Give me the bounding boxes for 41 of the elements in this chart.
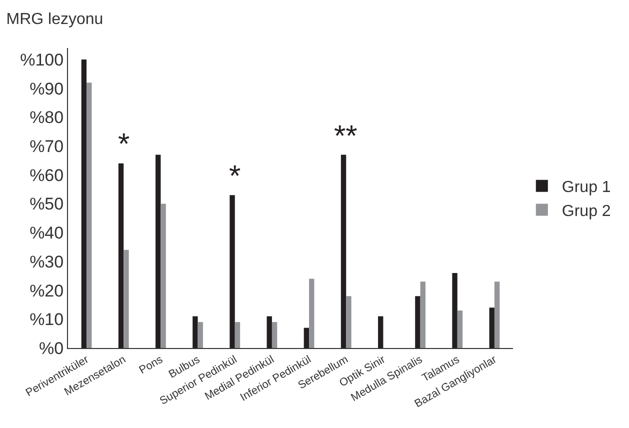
bar xyxy=(160,204,166,348)
bar xyxy=(81,60,87,348)
bar xyxy=(230,195,235,348)
chart-title: MRG lezyonu xyxy=(6,11,104,28)
bar xyxy=(415,296,420,348)
y-tick-label: %50 xyxy=(30,194,64,214)
bar xyxy=(266,316,272,348)
bar xyxy=(489,308,494,348)
y-tick-label: %60 xyxy=(30,166,64,185)
x-tick-label: Pons xyxy=(137,353,166,377)
bar xyxy=(118,163,124,348)
y-tick-label: %20 xyxy=(30,281,64,300)
bar xyxy=(124,250,129,348)
legend-label: Grup 2 xyxy=(562,202,611,220)
y-tick-label: %0 xyxy=(39,338,64,358)
annotation: * xyxy=(118,128,130,161)
y-tick-label: %80 xyxy=(30,108,64,128)
bar xyxy=(452,273,458,348)
y-tick-label: %40 xyxy=(30,224,64,243)
bar xyxy=(378,316,384,348)
annotation: * xyxy=(229,160,241,193)
bar xyxy=(494,282,500,348)
bar xyxy=(346,296,352,348)
bar xyxy=(420,282,426,348)
y-tick-label: %70 xyxy=(30,137,64,156)
y-tick-label: %10 xyxy=(30,310,64,330)
bar xyxy=(234,322,240,348)
bar xyxy=(304,328,310,348)
annotation: ** xyxy=(334,120,358,153)
bar xyxy=(340,154,346,348)
bar xyxy=(192,316,198,348)
bar xyxy=(309,278,314,348)
bar xyxy=(457,310,463,348)
bar xyxy=(198,322,203,348)
y-tick-label: %90 xyxy=(30,79,64,98)
bar xyxy=(272,322,278,348)
y-tick-label: %30 xyxy=(30,252,64,272)
bar xyxy=(156,154,161,348)
bar xyxy=(86,82,92,348)
legend-label: Grup 1 xyxy=(562,179,611,196)
y-tick-label: %100 xyxy=(20,50,64,70)
